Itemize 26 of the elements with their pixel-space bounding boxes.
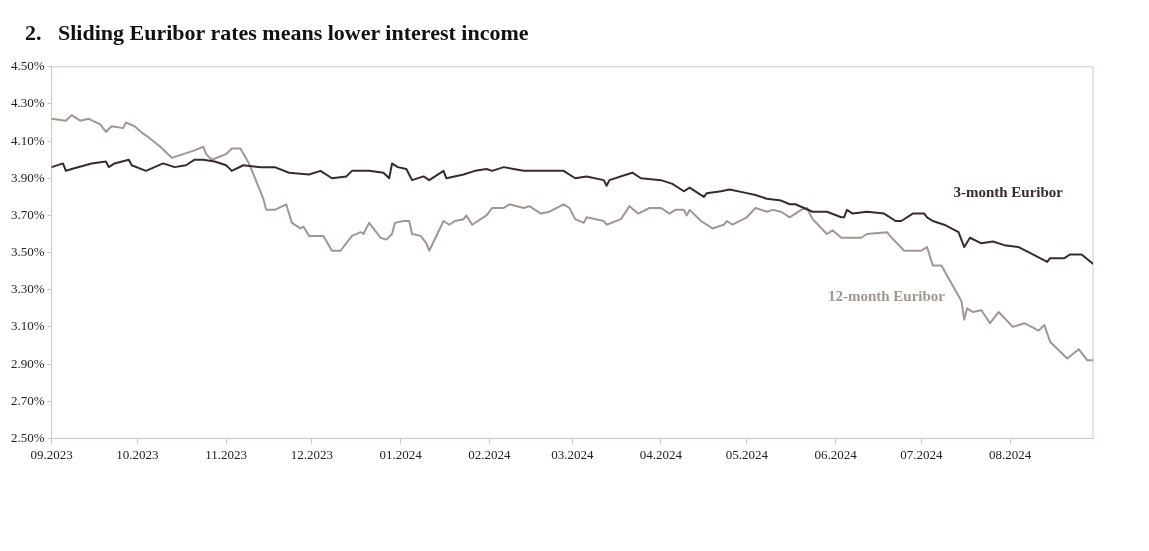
x-tick-label: 07.2024: [900, 446, 943, 462]
x-tick-label: 08.2024: [988, 446, 1032, 462]
x-tick-label: 04.2024: [639, 446, 683, 462]
y-tick-label: 3.90%: [10, 169, 45, 185]
x-tick-label: 06.2024: [814, 446, 858, 462]
series-label: 3-month Euribor: [953, 184, 1064, 201]
y-tick-label: 3.50%: [10, 244, 45, 260]
y-tick-label: 2.50%: [10, 429, 45, 445]
y-tick-label: 2.90%: [10, 355, 45, 371]
y-tick-label: 2.70%: [10, 392, 45, 408]
y-tick-label: 3.10%: [10, 318, 45, 334]
y-tick-label: 4.30%: [10, 95, 45, 111]
x-tick-label: 05.2024: [725, 446, 769, 462]
x-tick-label: 12.2023: [290, 446, 334, 462]
y-tick-label: 4.50%: [10, 58, 45, 74]
y-tick-label: 4.10%: [10, 132, 45, 148]
y-tick-label: 3.70%: [10, 206, 45, 222]
x-tick-label: 10.2023: [116, 446, 159, 462]
y-tick-label: 3.30%: [10, 281, 45, 297]
x-tick-label: 09.2023: [30, 446, 73, 462]
x-tick-label: 11.2023: [205, 446, 247, 462]
x-tick-label: 01.2024: [379, 446, 423, 462]
x-tick-label: 02.2024: [468, 446, 511, 462]
series-label: 12-month Euribor: [827, 288, 946, 305]
chart-title: 2. Sliding Euribor rates means lower interest income: [25, 20, 530, 46]
x-tick-label: 03.2024: [551, 446, 594, 462]
